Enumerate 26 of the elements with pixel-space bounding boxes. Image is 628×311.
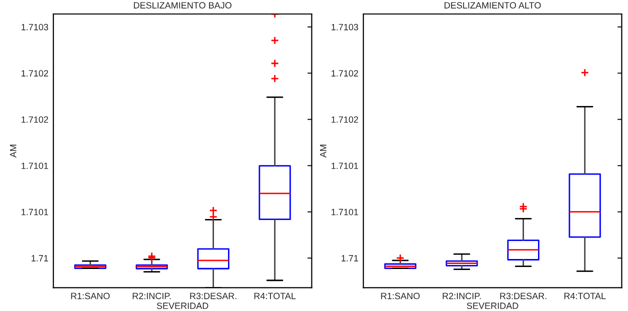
y-tick-label: 1.71 [32, 255, 48, 262]
y-tick-label: 1.7102 [332, 70, 358, 77]
x-tick-label: R4:TOTAL [564, 292, 606, 300]
y-axis-title: AM [10, 144, 16, 158]
y-tick-label: 1.7101 [332, 162, 358, 169]
y-tick-label: 1.7101 [332, 208, 358, 216]
y-axis-title: AM [320, 144, 326, 158]
y-tick-label: 1.7103 [332, 24, 358, 30]
chart-title: DESLIZAMIENTO BAJO [134, 2, 232, 9]
y-tick-label: 1.7101 [22, 162, 48, 169]
x-axis-title: SEVERIDAD [466, 302, 518, 309]
y-tick-label: 1.71 [342, 255, 358, 262]
x-tick-label: R1:SANO [71, 292, 110, 300]
y-tick-label: 1.7102 [22, 70, 48, 77]
x-tick-label: R2:INCIP. [442, 292, 481, 300]
x-tick-label: R3:DESAR. [500, 292, 546, 300]
x-axis-title: SEVERIDAD [156, 302, 208, 309]
x-tick-label: R2:INCIP. [132, 292, 171, 300]
y-tick-label: 1.7103 [22, 24, 48, 30]
y-tick-label: 1.7102 [22, 116, 48, 123]
y-tick-label: 1.7102 [332, 116, 358, 123]
x-tick-label: R4:TOTAL [254, 292, 296, 300]
x-tick-label: R1:SANO [381, 292, 420, 300]
y-tick-label: 1.7101 [22, 208, 48, 216]
x-tick-label: R3:DESAR. [190, 292, 236, 300]
chart-title: DESLIZAMIENTO ALTO [444, 2, 541, 9]
